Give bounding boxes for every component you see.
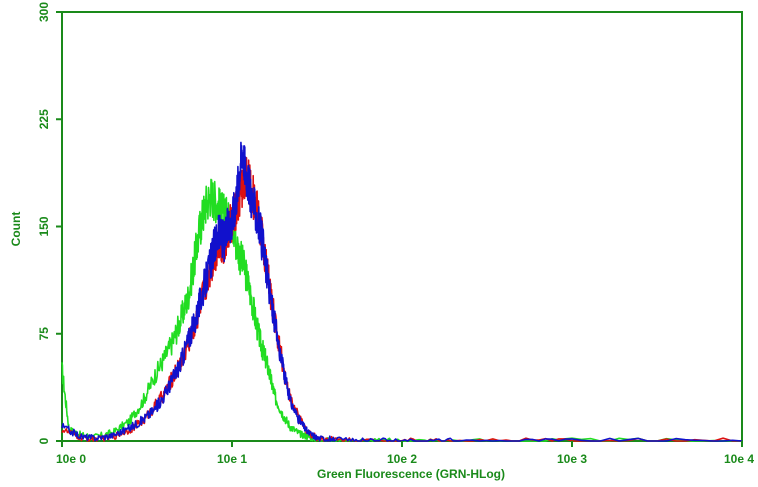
x-tick-label: 10e 4 (724, 452, 754, 466)
y-axis-title: Count (9, 212, 23, 247)
axis-ticks: 0 75 150 225 300 10e 0 10e 1 10e 2 10e 3 10e 4 (37, 2, 754, 466)
y-tick-label: 0 (37, 437, 51, 444)
y-axis-title-group: Count (9, 212, 23, 247)
plot-area (61, 11, 743, 442)
x-axis-title: Green Fluorescence (GRN-HLog) (317, 467, 505, 481)
x-tick-label: 10e 2 (387, 452, 417, 466)
y-tick-label-group: 75 (37, 327, 51, 341)
y-tick-label: 300 (37, 2, 51, 22)
y-tick-label-group: 300 (37, 2, 51, 22)
plot-frame (61, 11, 743, 442)
series-line (61, 141, 743, 442)
y-tick-label-group: 0 (37, 437, 51, 444)
x-tick-label: 10e 1 (217, 452, 247, 466)
y-tick-label: 225 (37, 109, 51, 129)
x-tick-label: 10e 3 (557, 452, 587, 466)
y-tick-label-group: 225 (37, 109, 51, 129)
y-tick-label: 75 (37, 327, 51, 341)
y-tick-label: 150 (37, 216, 51, 236)
x-tick-label: 10e 0 (56, 452, 86, 466)
y-tick-label-group: 150 (37, 216, 51, 236)
